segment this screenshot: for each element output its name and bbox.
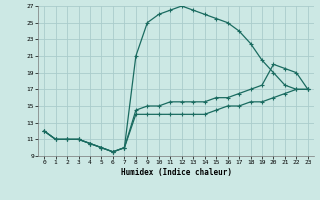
X-axis label: Humidex (Indice chaleur): Humidex (Indice chaleur) xyxy=(121,168,231,177)
